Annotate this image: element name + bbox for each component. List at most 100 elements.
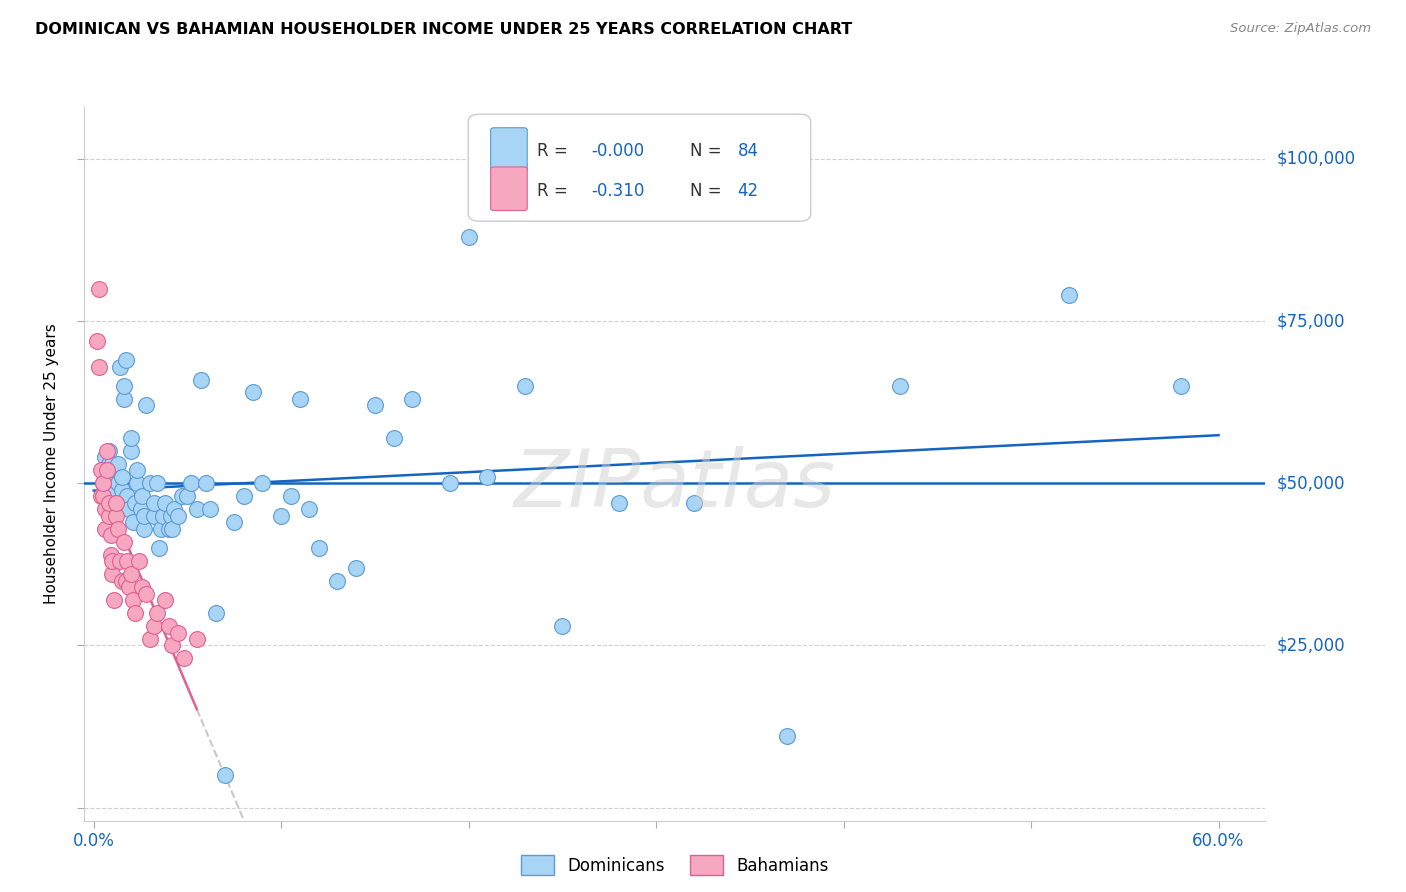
Dominicans [142,496,165,510]
Text: N =: N = [690,143,727,161]
Dominicans [131,489,153,503]
Bahamians [101,554,124,568]
Dominicans [157,522,180,536]
Dominicans [889,379,911,393]
Dominicans [103,470,125,484]
Dominicans [1057,288,1080,302]
Dominicans [139,476,162,491]
Bahamians [89,282,111,296]
Dominicans [125,476,148,491]
Dominicans [96,470,118,484]
Bahamians [135,586,157,600]
Dominicans [477,470,499,484]
Dominicans [163,502,186,516]
FancyBboxPatch shape [468,114,811,221]
Text: 84: 84 [738,143,758,161]
Dominicans [382,431,405,445]
Dominicans [101,476,124,491]
Bahamians [97,496,120,510]
Dominicans [111,470,134,484]
Dominicans [135,399,157,413]
Dominicans [112,379,135,393]
Dominicans [118,502,141,516]
Dominicans [607,496,630,510]
Dominicans [120,431,142,445]
Bahamians [96,463,118,477]
Dominicans [776,729,799,743]
Bahamians [100,548,122,562]
Dominicans [150,522,173,536]
Bahamians [128,554,150,568]
Bahamians [105,496,128,510]
Dominicans [148,541,170,556]
Dominicans [198,502,221,516]
Bahamians [142,619,165,633]
Dominicans [326,574,349,588]
Dominicans [288,392,311,406]
Dominicans [298,502,321,516]
Bahamians [117,554,139,568]
Dominicans [142,508,165,523]
Bahamians [100,528,122,542]
Dominicans [107,476,129,491]
Dominicans [280,489,302,503]
Dominicans [100,463,122,477]
Dominicans [232,489,254,503]
Legend: Dominicans, Bahamians: Dominicans, Bahamians [512,847,838,884]
Dominicans [94,450,117,465]
Text: $100,000: $100,000 [1277,150,1355,168]
Bahamians [112,534,135,549]
Bahamians [105,508,128,523]
Text: -0.000: -0.000 [591,143,644,161]
Text: -0.310: -0.310 [591,182,644,200]
Dominicans [270,508,292,523]
Dominicans [186,502,208,516]
Bahamians [103,593,125,607]
Text: $50,000: $50,000 [1277,475,1346,492]
Dominicans [111,483,134,497]
Bahamians [94,502,117,516]
Dominicans [176,489,198,503]
Dominicans [112,392,135,406]
Dominicans [124,496,146,510]
Bahamians [90,489,112,503]
Dominicans [125,463,148,477]
Dominicans [96,489,118,503]
Dominicans [180,476,202,491]
Dominicans [94,463,117,477]
Dominicans [190,372,212,386]
Bahamians [122,593,145,607]
Dominicans [195,476,218,491]
Dominicans [101,457,124,471]
Dominicans [101,489,124,503]
Dominicans [204,606,226,620]
Text: 42: 42 [738,182,759,200]
Bahamians [111,574,134,588]
Bahamians [118,580,141,594]
Bahamians [157,619,180,633]
Bahamians [96,443,118,458]
Dominicans [122,515,145,529]
Dominicans [170,489,193,503]
Bahamians [120,567,142,582]
Dominicans [682,496,704,510]
Bahamians [167,625,190,640]
Text: N =: N = [690,182,727,200]
Bahamians [153,593,176,607]
Dominicans [129,502,152,516]
Dominicans [107,457,129,471]
Bahamians [91,489,114,503]
Dominicans [167,508,190,523]
Dominicans [242,385,264,400]
Text: DOMINICAN VS BAHAMIAN HOUSEHOLDER INCOME UNDER 25 YEARS CORRELATION CHART: DOMINICAN VS BAHAMIAN HOUSEHOLDER INCOME… [35,22,852,37]
Bahamians [139,632,162,646]
Bahamians [146,606,169,620]
Dominicans [117,489,139,503]
Bahamians [97,508,120,523]
Dominicans [551,619,574,633]
Text: R =: R = [537,143,572,161]
Dominicans [162,522,184,536]
Bahamians [94,522,117,536]
Dominicans [134,522,156,536]
Bahamians [107,522,129,536]
